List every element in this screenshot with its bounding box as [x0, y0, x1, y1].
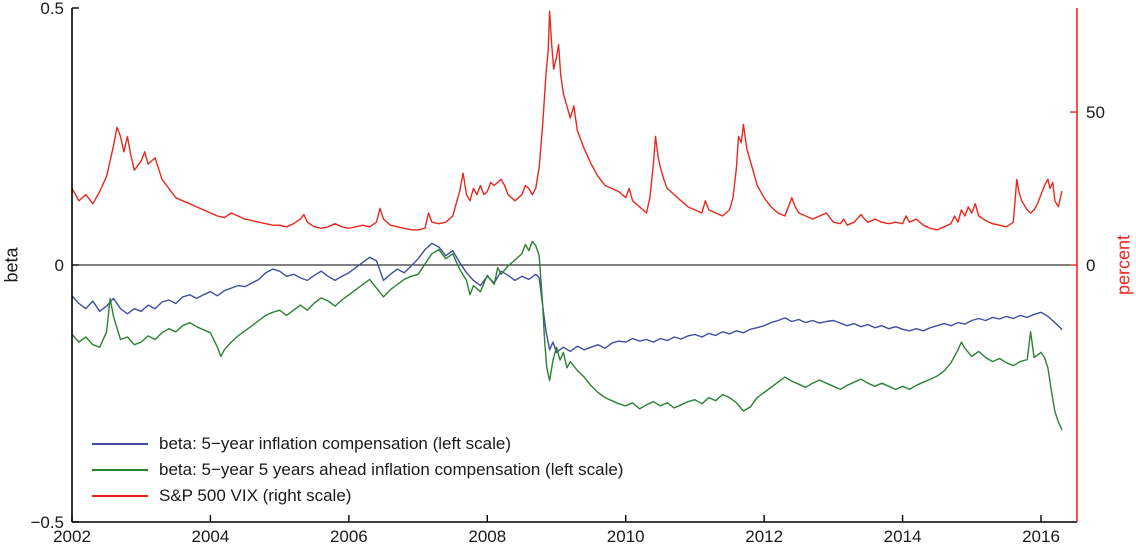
x-tick-label: 2002	[53, 527, 91, 546]
x-tick-label: 2016	[1022, 527, 1060, 546]
left-tick-label: 0.5	[40, 0, 64, 18]
x-tick-label: 2010	[607, 527, 645, 546]
beta-5y-line-swatch	[92, 443, 148, 445]
x-tick-label: 2004	[192, 527, 230, 546]
x-tick-label: 2012	[745, 527, 783, 546]
beta-5y5y-inflation-compensation-line	[71, 240, 1063, 431]
legend-item-vix: S&P 500 VIX (right scale)	[92, 483, 623, 509]
x-tick-label: 2006	[330, 527, 368, 546]
left-tick-label: 0	[55, 256, 64, 275]
legend-item-beta-5y: beta: 5−year inflation compensation (lef…	[92, 431, 623, 457]
sp500-vix-line	[71, 10, 1063, 231]
right-tick-label: 0	[1086, 256, 1095, 275]
legend-label-beta-5y5y: beta: 5−year 5 years ahead inflation com…	[159, 460, 624, 479]
legend: beta: 5−year inflation compensation (lef…	[92, 431, 623, 509]
right-tick-label: 50	[1086, 103, 1105, 122]
legend-label-beta-5y: beta: 5−year inflation compensation (lef…	[159, 434, 512, 453]
beta-5y5y-line-swatch	[92, 469, 148, 471]
legend-label-vix: S&P 500 VIX (right scale)	[159, 486, 352, 505]
vix-line-swatch	[92, 495, 148, 497]
legend-item-beta-5y5y: beta: 5−year 5 years ahead inflation com…	[92, 457, 623, 483]
left-tick-label: −0.5	[30, 513, 64, 532]
x-tick-label: 2014	[884, 527, 922, 546]
beta-5y-inflation-compensation-line	[71, 242, 1063, 354]
x-tick-label: 2008	[468, 527, 506, 546]
